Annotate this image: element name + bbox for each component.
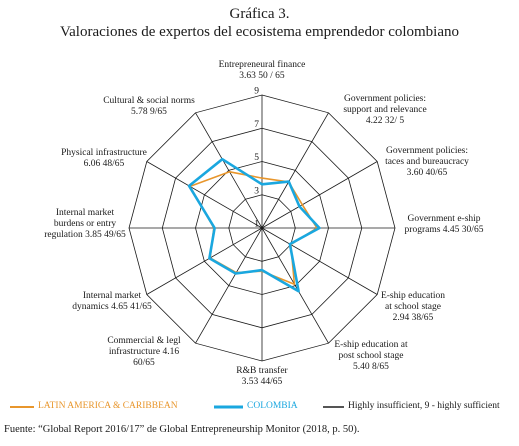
axis-label-5-line-1: E-ship education bbox=[381, 291, 445, 301]
axis-label-11-line-1: Physical infrastructure bbox=[61, 147, 147, 158]
axis-label-10-line-2: burdens or entry bbox=[54, 219, 117, 229]
axis-label-8-line-1: Commercial & legl bbox=[107, 336, 181, 346]
axis-label-12-line-1: Cultural & social norms bbox=[103, 96, 195, 106]
axis-label-3-line-3: 3.60 40/65 bbox=[407, 168, 448, 178]
axis-label-6-line-3: 5.40 8/65 bbox=[353, 362, 389, 372]
axis-label-11-line-2: 6.06 48/65 bbox=[84, 159, 125, 169]
axis-label-8-line-3: 60/65 bbox=[133, 358, 155, 368]
legend-label-scale-note: Highly insufficient, 9 - highly sufficie… bbox=[348, 401, 500, 411]
axis-label-1-line-2: 3.63 50 / 65 bbox=[239, 71, 285, 81]
tick-label: 7 bbox=[254, 120, 259, 130]
source-note: Fuente: “Global Report 2016/17” de Globa… bbox=[4, 424, 360, 435]
axis-label-4-line-1: Government e-ship bbox=[407, 214, 480, 224]
grid-spoke bbox=[195, 112, 263, 229]
chart-subtitle: Valoraciones de expertos del ecosistema … bbox=[59, 24, 460, 40]
tick-label: 1 bbox=[254, 220, 259, 230]
axis-label-2-line-1: Government policies: bbox=[344, 94, 426, 104]
axis-label-3-line-2: taces and bureaucracy bbox=[385, 157, 469, 167]
axis-label-8-line-2: infrastructure 4.16 bbox=[109, 346, 179, 357]
axis-label-9-line-1: Internal market bbox=[83, 291, 142, 301]
axis-label-7-line-2: 3.53 44/65 bbox=[242, 377, 283, 387]
axis-label-5-line-3: 2.94 38/65 bbox=[393, 313, 434, 323]
legend-label-latam: LATIN AMERICA & CARIBBEAN bbox=[38, 401, 178, 411]
axis-label-2-line-3: 4.22 32/ 5 bbox=[366, 116, 405, 126]
grid-spoke bbox=[195, 227, 263, 344]
axis-label-6-line-2: post school stage bbox=[339, 351, 404, 361]
axis-label-7-line-1: R&B transfer bbox=[236, 365, 288, 376]
axis-label-1-line-1: Entrepreneural finance bbox=[219, 59, 306, 70]
chart-title: Gráfica 3. bbox=[229, 6, 290, 22]
axis-label-6-line-1: E-ship education at bbox=[334, 340, 408, 350]
axis-label-5-line-2: at school stage bbox=[385, 302, 441, 312]
tick-label: 3 bbox=[254, 186, 259, 196]
tick-label: 5 bbox=[254, 153, 259, 163]
axis-label-12-line-2: 5.78 9/65 bbox=[131, 107, 167, 117]
grid-spoke bbox=[146, 227, 263, 295]
axis-label-4-line-2: programs 4.45 30/65 bbox=[405, 225, 484, 235]
grid-spoke bbox=[261, 112, 329, 229]
axis-label-2-line-2: support and relevance bbox=[343, 105, 426, 115]
axis-label-3-line-1: Government policies: bbox=[386, 146, 468, 156]
axis-label-9-line-2: dynamics 4.65 41/65 bbox=[72, 302, 152, 312]
grid-spoke bbox=[261, 227, 329, 344]
series-line-colombia bbox=[187, 157, 321, 293]
tick-label: 9 bbox=[254, 87, 259, 97]
axis-label-10-line-3: regulation 3.85 49/65 bbox=[44, 230, 126, 240]
axis-label-10-line-1: Internal market bbox=[56, 208, 115, 218]
grid-spoke bbox=[261, 161, 378, 229]
grid-spoke bbox=[261, 227, 378, 295]
grid-spoke bbox=[146, 161, 263, 229]
legend-label-colombia: COLOMBIA bbox=[247, 401, 298, 411]
